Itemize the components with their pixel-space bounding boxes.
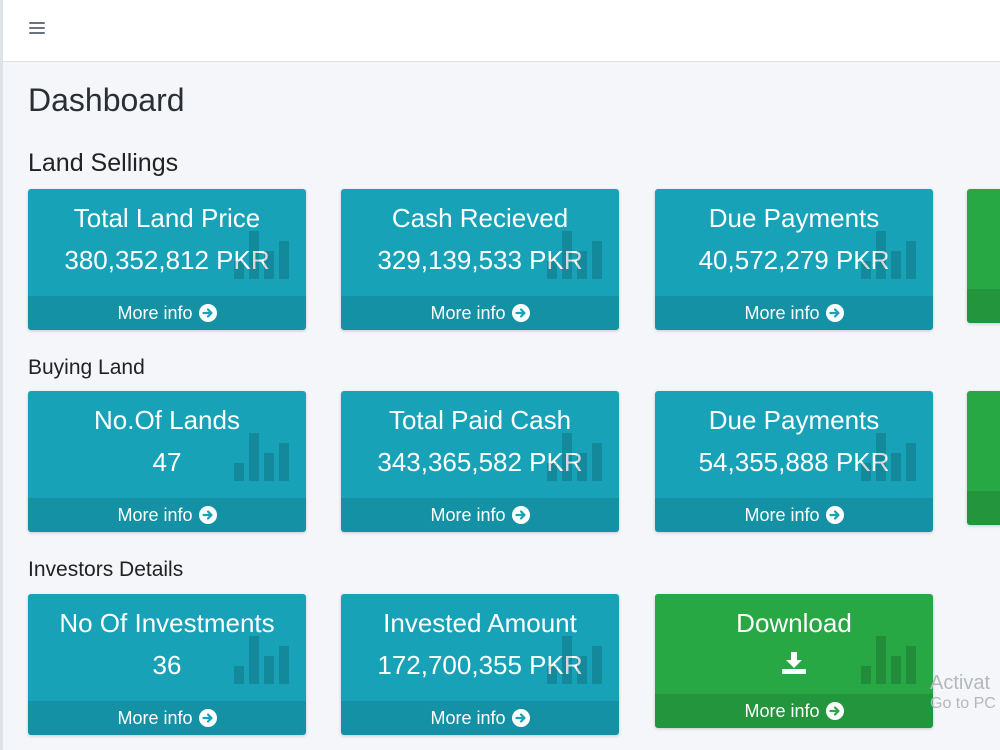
box-inner: Invested Amount 172,700,355 PKR: [341, 594, 619, 701]
arrow-circle-right-icon: [511, 506, 530, 524]
bar-chart-icon: [234, 636, 289, 684]
more-info-link[interactable]: More info: [655, 694, 933, 728]
more-info-link[interactable]: More info: [28, 296, 306, 330]
box-value: 54,355,888 PKR: [698, 447, 890, 477]
box-value: 343,365,582 PKR: [377, 447, 583, 477]
box-title: No.Of Lands: [94, 405, 240, 435]
box-value: 329,139,533 PKR: [377, 245, 583, 275]
total-paid-cash-box: Total Paid Cash 343,365,582 PKR More inf…: [341, 391, 619, 532]
box-title: Due Payments: [708, 405, 880, 435]
box-value: 47: [152, 447, 182, 477]
arrow-circle-right-icon: [825, 304, 844, 322]
box-inner: Total Paid Cash 343,365,582 PKR: [341, 391, 619, 498]
download-box: Download More info: [655, 594, 933, 728]
bar-chart-icon: [547, 433, 602, 481]
section-title-land-sellings: Land Sellings: [28, 149, 179, 177]
more-info-link[interactable]: More info: [655, 498, 933, 532]
more-info-link[interactable]: More info: [341, 498, 619, 532]
more-info-link[interactable]: More info: [655, 296, 933, 330]
bar-chart-icon: [861, 433, 916, 481]
more-info-link[interactable]: More info: [341, 296, 619, 330]
box-inner: No Of Investments 36: [28, 594, 306, 701]
page-title: Dashboard: [28, 82, 185, 118]
arrow-circle-right-icon: [511, 709, 530, 727]
box-inner: Download: [655, 594, 933, 694]
more-info-link[interactable]: More info: [28, 701, 306, 735]
arrow-circle-right-icon: [511, 304, 530, 322]
more-info-link[interactable]: More info: [341, 701, 619, 735]
activation-watermark: Activat Go to PC: [930, 672, 996, 713]
due-payments-selling-box: Due Payments 40,572,279 PKR More info: [655, 189, 933, 330]
invested-amount-box: Invested Amount 172,700,355 PKR More inf…: [341, 594, 619, 735]
box-inner: Cash Recieved 329,139,533 PKR: [341, 189, 619, 296]
box-title: Due Payments: [708, 203, 880, 233]
box-value: 380,352,812 PKR: [64, 245, 270, 275]
box-inner: Due Payments 54,355,888 PKR: [655, 391, 933, 498]
partial-green-box: [967, 391, 1000, 525]
sidebar-edge: [0, 0, 3, 750]
box-title: Invested Amount: [383, 608, 577, 638]
total-land-price-box: Total Land Price 380,352,812 PKR More in…: [28, 189, 306, 330]
more-info-label: More info: [430, 707, 506, 728]
box-inner: No.Of Lands 47: [28, 391, 306, 498]
bar-chart-icon: [234, 433, 289, 481]
box-inner: Due Payments 40,572,279 PKR: [655, 189, 933, 296]
more-info-link[interactable]: More info: [28, 498, 306, 532]
section-title-buying-land: Buying Land: [28, 356, 145, 379]
no-of-investments-box: No Of Investments 36 More info: [28, 594, 306, 735]
bar-chart-icon: [547, 231, 602, 279]
bar-chart-icon: [861, 231, 916, 279]
box-title: Cash Recieved: [391, 203, 569, 233]
no-of-lands-box: No.Of Lands 47 More info: [28, 391, 306, 532]
box-title: Download: [736, 608, 852, 638]
box-value: 36: [152, 650, 182, 680]
box-inner: Total Land Price 380,352,812 PKR: [28, 189, 306, 296]
bar-chart-icon: [234, 231, 289, 279]
bar-chart-icon: [861, 636, 916, 684]
more-info-label: More info: [117, 504, 193, 525]
box-value: 40,572,279 PKR: [698, 245, 890, 275]
arrow-circle-right-icon: [825, 506, 844, 524]
partial-green-box: [967, 189, 1000, 323]
arrow-circle-right-icon: [198, 304, 217, 322]
arrow-circle-right-icon: [198, 506, 217, 524]
more-info-label: More info: [744, 700, 820, 721]
bar-chart-icon: [547, 636, 602, 684]
arrow-circle-right-icon: [825, 702, 844, 720]
box-title: Total Paid Cash: [388, 405, 572, 435]
watermark-line-2: Go to PC: [930, 695, 996, 712]
arrow-circle-right-icon: [198, 709, 217, 727]
box-value: 172,700,355 PKR: [377, 650, 583, 680]
more-info-label: More info: [744, 504, 820, 525]
more-info-label: More info: [117, 707, 193, 728]
more-info-label: More info: [430, 302, 506, 323]
more-info-label: More info: [744, 302, 820, 323]
more-info-label: More info: [430, 504, 506, 525]
hamburger-icon[interactable]: [29, 20, 47, 36]
download-icon[interactable]: [782, 652, 806, 674]
cash-received-box: Cash Recieved 329,139,533 PKR More info: [341, 189, 619, 330]
watermark-line-1: Activat: [930, 672, 991, 694]
top-navbar: [3, 0, 1000, 62]
box-title: No Of Investments: [59, 608, 275, 638]
box-title: Total Land Price: [73, 203, 261, 233]
section-title-investors-details: Investors Details: [28, 558, 184, 581]
due-payments-buying-box: Due Payments 54,355,888 PKR More info: [655, 391, 933, 532]
more-info-label: More info: [117, 302, 193, 323]
